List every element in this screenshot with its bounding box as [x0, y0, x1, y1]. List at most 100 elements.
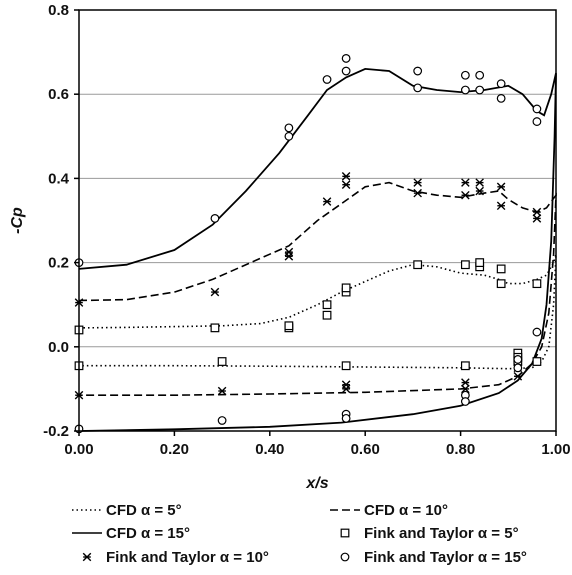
asterisk-marker — [341, 380, 351, 389]
asterisk-marker — [532, 214, 542, 223]
series-2 — [78, 67, 557, 432]
asterisk-marker — [82, 552, 92, 562]
square-marker — [413, 260, 423, 270]
asterisk-marker — [284, 251, 294, 261]
asterisk-marker — [475, 178, 484, 187]
circle-marker — [210, 213, 220, 223]
y-axis-label: -Cp — [9, 207, 26, 234]
series-line — [78, 253, 557, 370]
x-tick-label: 0.60 — [351, 441, 380, 458]
series-line — [78, 181, 557, 396]
x-tick-label: 1.00 — [541, 441, 570, 458]
asterisk-marker — [413, 178, 422, 187]
asterisk-marker — [322, 197, 332, 206]
circle-marker — [413, 66, 423, 76]
y-tick-label: 0.2 — [48, 255, 69, 272]
square-marker — [460, 361, 470, 371]
asterisk-marker — [217, 386, 227, 396]
circle-marker — [217, 416, 227, 425]
square-marker — [284, 321, 294, 331]
legend-label: Fink and Taylor α = 15° — [364, 549, 527, 566]
square-marker — [532, 357, 542, 366]
asterisk-marker — [532, 207, 542, 217]
circle-marker — [284, 131, 294, 141]
square-marker — [210, 323, 220, 333]
circle-marker — [340, 552, 350, 562]
asterisk-marker — [341, 180, 351, 190]
legend-label: CFD α = 15° — [106, 525, 190, 542]
asterisk-marker — [341, 172, 351, 181]
circle-marker — [475, 85, 485, 95]
circle-marker — [322, 75, 332, 84]
circle-marker — [460, 397, 470, 406]
x-tick-label: 0.40 — [255, 441, 284, 458]
legend-entry: CFD α = 5° — [72, 502, 182, 519]
legend-entry: CFD α = 10° — [330, 502, 448, 519]
square-marker — [322, 300, 332, 310]
square-marker — [460, 260, 470, 270]
asterisk-marker — [496, 182, 506, 192]
x-tick-label: 0.00 — [64, 441, 93, 458]
asterisk-marker — [461, 384, 470, 394]
asterisk-marker — [475, 186, 484, 196]
asterisk-marker — [461, 190, 470, 200]
circle-marker — [532, 327, 542, 337]
series-5 — [74, 54, 542, 434]
square-marker — [496, 264, 506, 274]
x-axis-label: x/s — [305, 475, 328, 492]
legend-label: Fink and Taylor α = 10° — [106, 549, 269, 566]
y-tick-label: 0.8 — [48, 2, 69, 19]
square-marker — [496, 279, 506, 289]
asterisk-marker — [413, 188, 422, 198]
circle-marker — [341, 413, 351, 423]
y-tick-label: 0.6 — [48, 86, 69, 103]
legend-entry: Fink and Taylor α = 10° — [82, 549, 269, 566]
series-layer — [74, 54, 557, 434]
square-marker — [340, 528, 350, 538]
square-marker — [322, 310, 332, 320]
series-4 — [74, 172, 542, 400]
circle-marker — [341, 66, 351, 76]
axes-layer — [78, 9, 557, 432]
ticks-layer: -0.2 0.0 0.2 0.4 0.6 0.8 0.00 0.20 0.40 0.60 0.80 1… — [43, 2, 570, 458]
asterisk-marker — [513, 371, 523, 381]
series-line — [78, 67, 557, 432]
plot-frame — [78, 9, 557, 432]
circle-marker — [475, 70, 485, 80]
y-tick-label: -0.2 — [43, 423, 69, 440]
circle-marker — [513, 355, 523, 364]
circle-marker — [460, 85, 470, 95]
square-marker — [475, 258, 485, 267]
legend-entry: Fink and Taylor α = 5° — [340, 525, 519, 542]
square-marker — [532, 279, 542, 289]
circle-marker — [496, 94, 506, 103]
asterisk-marker — [461, 178, 470, 187]
legend-entry: Fink and Taylor α = 15° — [340, 549, 527, 566]
asterisk-marker — [210, 287, 220, 297]
y-tick-label: 0.4 — [48, 170, 70, 187]
x-tick-label: 0.80 — [446, 441, 475, 458]
series-0 — [78, 253, 557, 370]
square-marker — [341, 283, 351, 293]
series-3 — [74, 258, 542, 371]
x-tick-label: 0.20 — [160, 441, 189, 458]
legend-label: CFD α = 5° — [106, 502, 182, 519]
legend-label: CFD α = 10° — [364, 502, 448, 519]
legend: CFD α = 5° CFD α = 10° CFD α = 15° Fink and… — [72, 502, 527, 566]
asterisk-marker — [284, 247, 294, 257]
circle-marker — [413, 83, 423, 93]
circle-marker — [460, 70, 470, 80]
square-marker — [217, 357, 227, 366]
legend-label: Fink and Taylor α = 5° — [364, 525, 519, 542]
legend-entry: CFD α = 15° — [72, 525, 190, 542]
asterisk-marker — [496, 201, 506, 211]
circle-marker — [284, 123, 294, 133]
circle-marker — [532, 117, 542, 126]
series-1 — [78, 181, 557, 396]
circle-marker — [532, 104, 542, 114]
circle-marker — [341, 54, 351, 63]
asterisk-marker — [341, 384, 351, 394]
square-marker — [341, 361, 351, 371]
circle-marker — [513, 363, 523, 373]
